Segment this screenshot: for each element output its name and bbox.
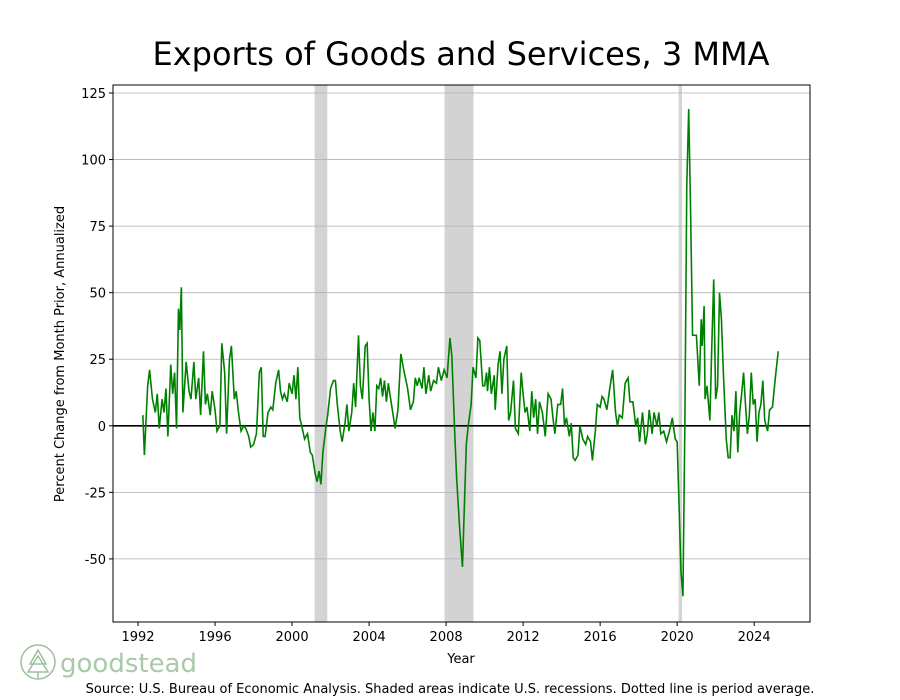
x-tick-label: 2000 [276,630,309,645]
data-line [142,108,780,597]
plot-frame [112,84,811,623]
chart-title: Exports of Goods and Services, 3 MMA [152,35,769,73]
x-tick-label: 2024 [738,630,771,645]
y-tick-label: -25 [85,486,106,501]
logo-text: goodstead [60,649,197,679]
x-tick-label: 2020 [661,630,694,645]
y-tick-label: -50 [85,553,106,568]
x-tick-label: 1996 [199,630,232,645]
x-axis-label: Year [446,652,475,667]
y-tick-label: 25 [89,353,106,368]
y-tick-label: 100 [81,154,106,169]
y-tick-label: 0 [98,420,106,435]
x-tick-label: 1992 [121,630,154,645]
x-tick-label: 2004 [353,630,386,645]
x-tick-label: 2012 [507,630,540,645]
y-tick-label: 50 [89,287,106,302]
recession-band [678,85,682,622]
x-tick-label: 2016 [584,630,617,645]
logo-icon [20,644,56,680]
recession-band [314,85,328,622]
y-tick-label: 125 [81,87,106,102]
x-tick-label: 2008 [430,630,463,645]
y-tick-label: 75 [89,220,106,235]
y-axis-label: Percent Change from Month Prior, Annuali… [53,206,68,502]
source-note: Source: U.S. Bureau of Economic Analysis… [86,682,815,697]
